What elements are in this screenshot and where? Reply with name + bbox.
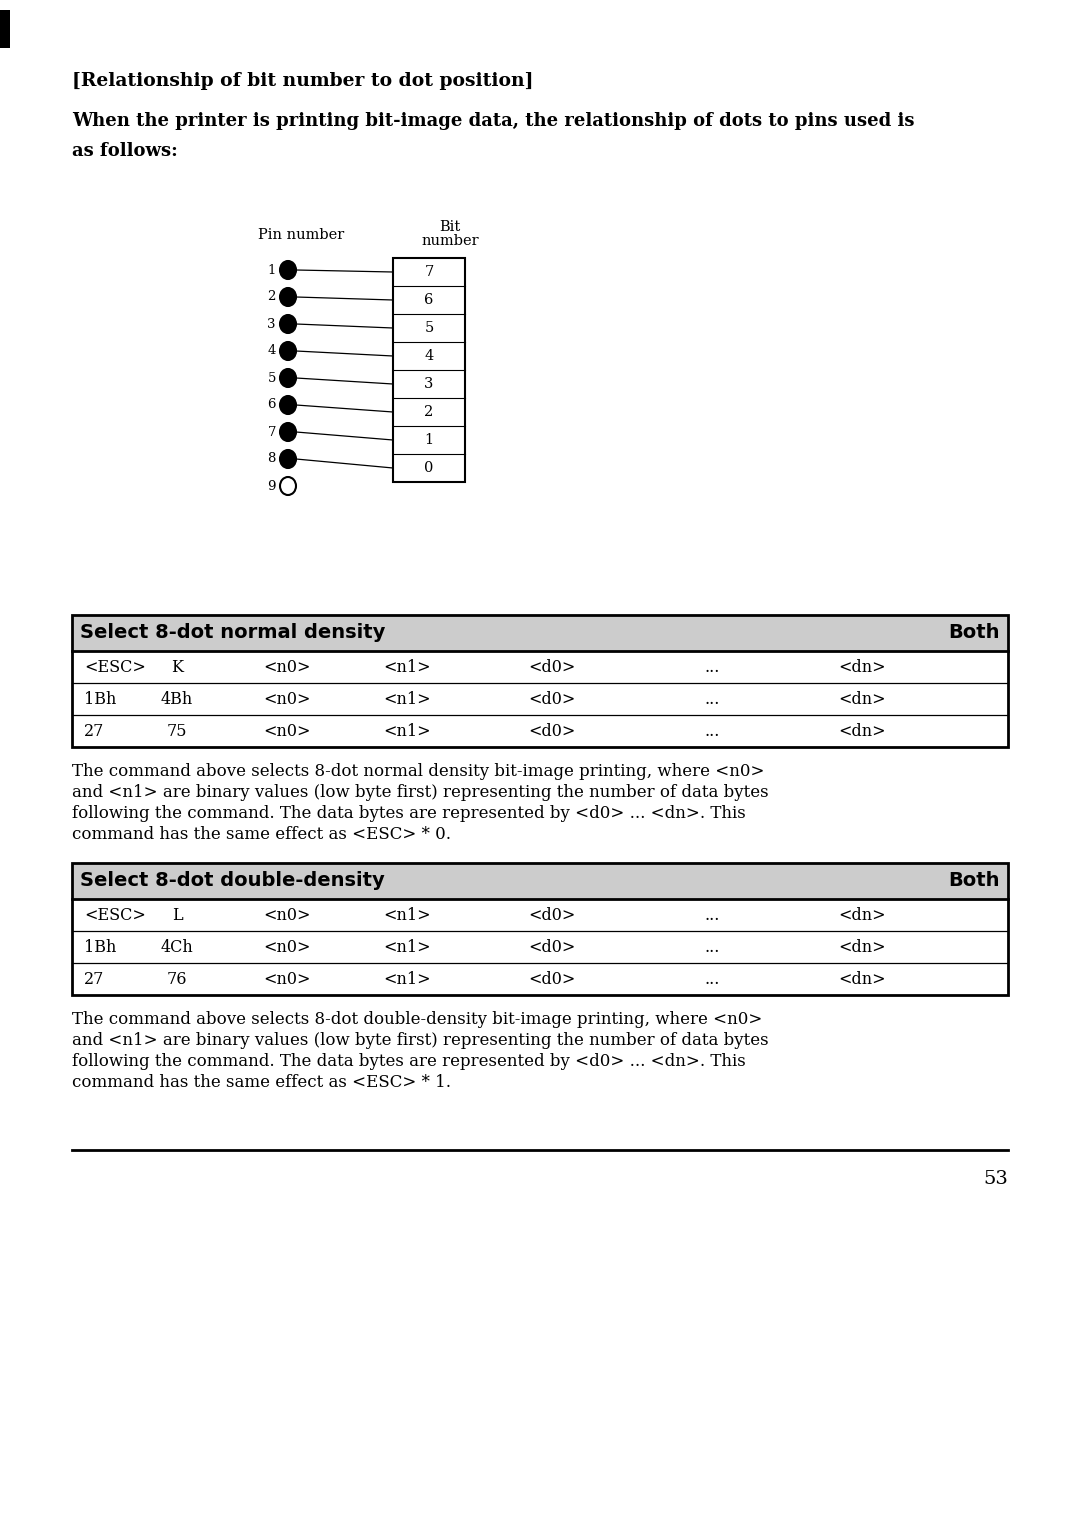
Text: ...: ...	[704, 970, 719, 987]
Text: <n1>: <n1>	[383, 690, 431, 708]
Ellipse shape	[280, 288, 296, 307]
Text: 1Bh: 1Bh	[84, 938, 117, 955]
Text: ...: ...	[704, 906, 719, 923]
Text: <n1>: <n1>	[383, 970, 431, 987]
Text: ...: ...	[704, 722, 719, 739]
Text: Both: Both	[948, 624, 1000, 642]
Text: Bit: Bit	[440, 221, 461, 235]
Text: 8: 8	[268, 452, 276, 466]
Text: <dn>: <dn>	[838, 906, 886, 923]
Ellipse shape	[280, 261, 296, 279]
Text: ...: ...	[704, 690, 719, 708]
Text: and <n1> are binary values (low byte first) representing the number of data byte: and <n1> are binary values (low byte fir…	[72, 1032, 769, 1049]
Text: 2: 2	[424, 405, 434, 419]
Text: 4: 4	[424, 350, 434, 363]
Text: When the printer is printing bit-image data, the relationship of dots to pins us: When the printer is printing bit-image d…	[72, 112, 915, 130]
Ellipse shape	[280, 342, 296, 360]
Text: 76: 76	[166, 970, 187, 987]
Text: as follows:: as follows:	[72, 143, 178, 159]
Text: 1Bh: 1Bh	[84, 690, 117, 708]
Text: <d0>: <d0>	[528, 722, 576, 739]
Text: number: number	[421, 235, 478, 248]
Text: K: K	[171, 659, 183, 676]
Text: 1: 1	[424, 432, 433, 448]
Text: <ESC>: <ESC>	[84, 906, 146, 923]
Ellipse shape	[280, 477, 296, 495]
Text: Both: Both	[948, 871, 1000, 891]
Text: 0: 0	[424, 461, 434, 475]
Text: 6: 6	[424, 293, 434, 307]
Text: 53: 53	[983, 1170, 1008, 1188]
Text: command has the same effect as <ESC> * 1.: command has the same effect as <ESC> * 1…	[72, 1075, 451, 1091]
Text: Select 8-dot normal density: Select 8-dot normal density	[80, 624, 386, 642]
Text: 4Bh: 4Bh	[161, 690, 193, 708]
Text: Select 8-dot double-density: Select 8-dot double-density	[80, 871, 384, 891]
Text: following the command. The data bytes are represented by <d0> ... <dn>. This: following the command. The data bytes ar…	[72, 805, 746, 822]
Text: 7: 7	[268, 426, 276, 438]
Text: <n1>: <n1>	[383, 659, 431, 676]
Text: <dn>: <dn>	[838, 970, 886, 987]
Text: 6: 6	[268, 399, 276, 411]
Text: <d0>: <d0>	[528, 690, 576, 708]
Text: following the command. The data bytes are represented by <d0> ... <dn>. This: following the command. The data bytes ar…	[72, 1053, 746, 1070]
Bar	[0, 11, 10, 48]
Ellipse shape	[280, 369, 296, 386]
Text: <dn>: <dn>	[838, 659, 886, 676]
Text: 4Ch: 4Ch	[161, 938, 193, 955]
Text: 75: 75	[166, 722, 187, 739]
Text: <n0>: <n0>	[264, 970, 311, 987]
Text: 5: 5	[268, 371, 276, 385]
Text: ...: ...	[704, 659, 719, 676]
Bar	[72, 615, 1008, 652]
Text: The command above selects 8-dot double-density bit-image printing, where <n0>: The command above selects 8-dot double-d…	[72, 1010, 762, 1029]
Text: <n0>: <n0>	[264, 906, 311, 923]
Text: <d0>: <d0>	[528, 970, 576, 987]
Text: command has the same effect as <ESC> * 0.: command has the same effect as <ESC> * 0…	[72, 826, 451, 843]
Text: ...: ...	[704, 938, 719, 955]
Text: Pin number: Pin number	[258, 228, 345, 242]
Text: 7: 7	[424, 265, 434, 279]
Text: <n1>: <n1>	[383, 938, 431, 955]
Text: L: L	[172, 906, 183, 923]
Text: 3: 3	[268, 317, 276, 331]
Text: The command above selects 8-dot normal density bit-image printing, where <n0>: The command above selects 8-dot normal d…	[72, 763, 765, 780]
Text: 1: 1	[268, 264, 276, 276]
Text: 3: 3	[424, 377, 434, 391]
Bar	[393, 258, 465, 481]
Text: <n0>: <n0>	[264, 659, 311, 676]
Text: <n0>: <n0>	[264, 690, 311, 708]
Text: <n0>: <n0>	[264, 938, 311, 955]
Bar	[72, 863, 1008, 995]
Ellipse shape	[280, 423, 296, 442]
Text: <d0>: <d0>	[528, 906, 576, 923]
Text: <dn>: <dn>	[838, 690, 886, 708]
Bar	[72, 863, 1008, 898]
Ellipse shape	[280, 396, 296, 414]
Text: and <n1> are binary values (low byte first) representing the number of data byte: and <n1> are binary values (low byte fir…	[72, 783, 769, 802]
Text: <d0>: <d0>	[528, 659, 576, 676]
Text: <ESC>: <ESC>	[84, 659, 146, 676]
Text: [Relationship of bit number to dot position]: [Relationship of bit number to dot posit…	[72, 72, 534, 90]
Ellipse shape	[280, 451, 296, 468]
Ellipse shape	[280, 314, 296, 333]
Bar	[72, 615, 1008, 747]
Text: 27: 27	[84, 722, 105, 739]
Text: <n0>: <n0>	[264, 722, 311, 739]
Text: 5: 5	[424, 320, 434, 336]
Text: <dn>: <dn>	[838, 722, 886, 739]
Text: 4: 4	[268, 345, 276, 357]
Text: 2: 2	[268, 290, 276, 304]
Text: 9: 9	[268, 480, 276, 492]
Text: <n1>: <n1>	[383, 906, 431, 923]
Text: <d0>: <d0>	[528, 938, 576, 955]
Text: 27: 27	[84, 970, 105, 987]
Text: <n1>: <n1>	[383, 722, 431, 739]
Text: <dn>: <dn>	[838, 938, 886, 955]
